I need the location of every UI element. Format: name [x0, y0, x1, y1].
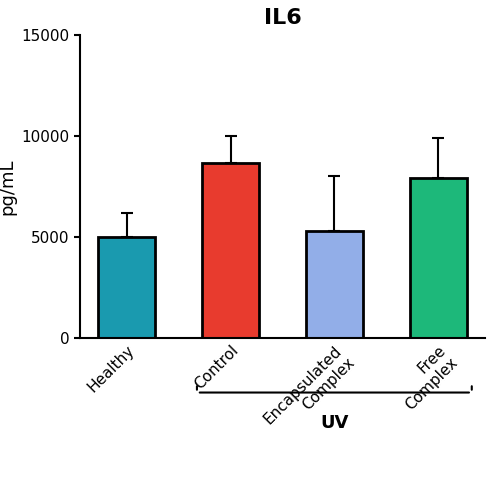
Bar [410, 178, 467, 338]
Bar [202, 163, 259, 338]
Bar [306, 231, 363, 338]
Bar [98, 237, 156, 338]
Title: IL6: IL6 [264, 7, 302, 28]
Y-axis label: pg/mL: pg/mL [0, 158, 16, 215]
Text: UV: UV [320, 414, 348, 432]
